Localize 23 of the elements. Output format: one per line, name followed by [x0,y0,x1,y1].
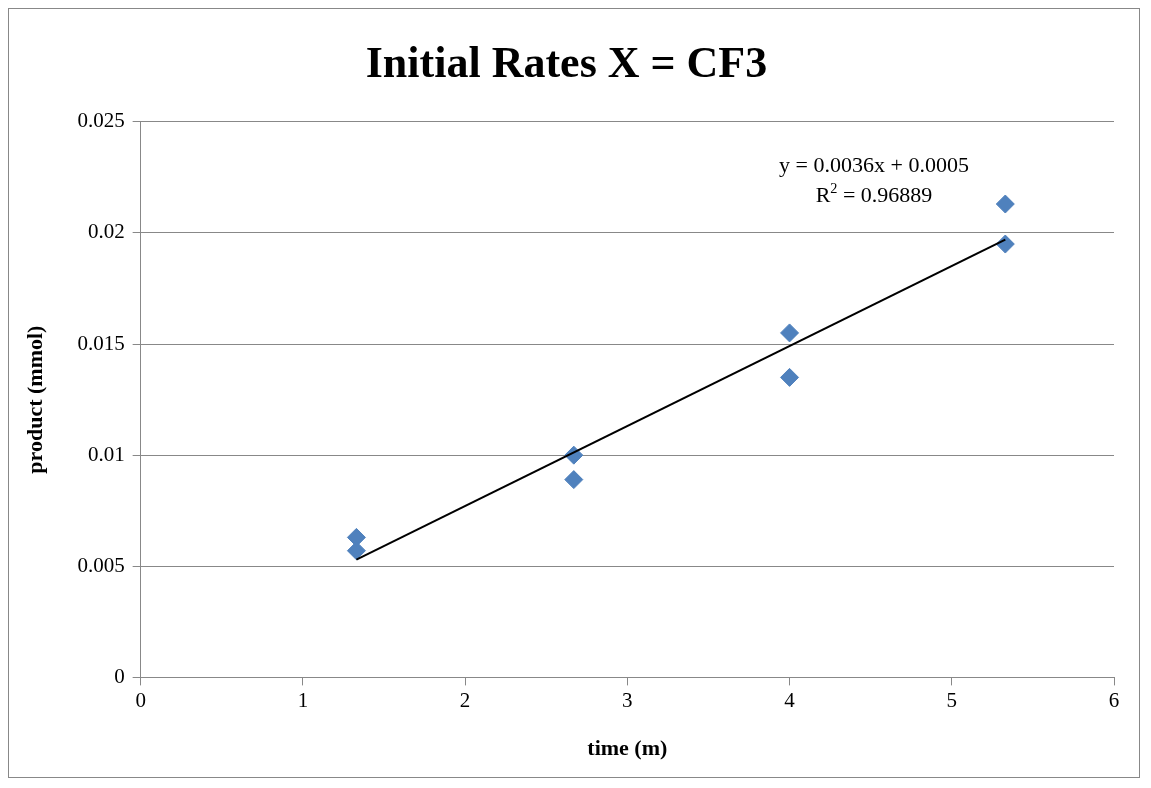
point [564,470,584,490]
x-tick-label: 6 [1108,687,1120,712]
x-tick-label: 2 [459,687,471,712]
point [346,541,366,561]
point [780,323,800,343]
x-tick-label: 4 [784,687,796,712]
x-tick-label: 1 [297,687,309,712]
point [995,194,1015,214]
y-tick-label: 0.02 [87,219,125,244]
x-axis-title: time (m) [587,735,668,761]
chart-title: Initial Rates X = CF3 [365,37,768,87]
y-tick-label: 0.015 [77,330,125,355]
x-tick-label: 0 [135,687,146,712]
x-tick-label: 5 [946,687,958,712]
point [780,367,800,387]
y-tick-label: 0.005 [77,552,125,577]
point [346,527,366,547]
y-tick-label: 0.025 [77,108,125,133]
y-axis-title: product (mmol) [21,325,47,474]
y-tick-label: 0.01 [87,441,125,466]
annotation: y = 0.0036x + 0.0005 [779,151,969,177]
x-tick-label: 3 [622,687,633,712]
y-tick-label: 0 [114,663,125,688]
